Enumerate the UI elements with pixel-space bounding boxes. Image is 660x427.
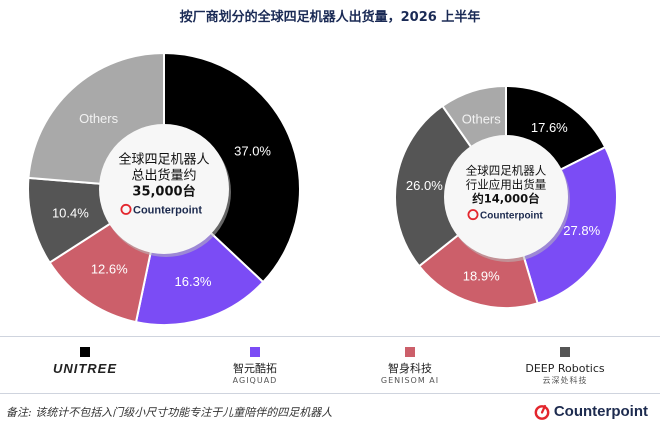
- legend-brand-sub: GENISOM AI: [380, 376, 440, 385]
- center-text-line: 全球四足机器人: [466, 164, 547, 178]
- slice-label: Others: [462, 111, 502, 126]
- legend-brand-name: 智身科技: [388, 362, 432, 375]
- legend-brand: 智元酷拓 AGIQUAD: [190, 363, 320, 387]
- center-logo-text: Counterpoint: [480, 211, 543, 222]
- legend-brand: 智身科技 GENISOM AI: [345, 363, 475, 387]
- legend-item: UNITREE: [20, 347, 150, 375]
- counterpoint-logo-icon: [534, 404, 550, 420]
- slice-label: 26.0%: [406, 178, 443, 193]
- center-disc: [444, 135, 568, 259]
- legend-item: DEEP Robotics 云深处科技: [500, 347, 630, 387]
- counterpoint-logo-text: Counterpoint: [553, 403, 648, 420]
- chart-title: 按厂商划分的全球四足机器人出货量，2026 上半年: [179, 10, 481, 25]
- slice-label: 17.6%: [531, 120, 568, 135]
- legend-brand-sub: 云深处科技: [542, 376, 588, 385]
- legend-item: 智元酷拓 AGIQUAD: [190, 347, 320, 387]
- slice-label: 18.9%: [463, 269, 500, 284]
- center-text-line: 35,000台: [132, 183, 195, 199]
- pie-charts: 37.0%16.3%12.6%10.4%Others全球四足机器人总出货量约35…: [27, 51, 618, 326]
- legend-brand-sub: AGIQUAD: [232, 376, 278, 385]
- slice-label: 37.0%: [234, 144, 271, 159]
- legend-item: 智身科技 GENISOM AI: [345, 347, 475, 387]
- slice-label: Others: [79, 111, 119, 126]
- counterpoint-logo: Counterpoint: [534, 403, 648, 420]
- legend: UNITREE 智元酷拓 AGIQUAD 智身科技 GENISOM AI DEEP Rob…: [0, 336, 660, 394]
- center-text-line: 总出货量约: [131, 167, 196, 183]
- slice-label: 16.3%: [175, 274, 212, 289]
- legend-brand: UNITREE: [20, 361, 150, 376]
- legend-swatch: [80, 347, 90, 357]
- legend-swatch: [250, 347, 260, 357]
- legend-brand-name: UNITREE: [52, 361, 118, 376]
- slice-label: 27.8%: [563, 223, 600, 238]
- slice-label: 10.4%: [52, 205, 89, 220]
- center-disc: [99, 124, 229, 254]
- footnote: 备注: 该统计不包括入门级小尺寸功能专注于儿童陪伴的四足机器人: [6, 406, 333, 419]
- center-text-line: 约14,000台: [472, 192, 539, 206]
- pie-chart-2: 17.6% 27.8% 18.9% 26.0% Others 全球四足机器人行业应用出货量…: [394, 84, 618, 309]
- legend-brand-name: DEEP Robotics: [525, 362, 605, 375]
- legend-swatch: [560, 347, 570, 357]
- center-text-line: 全球四足机器人: [118, 151, 209, 167]
- center-logo-icon: [467, 209, 479, 221]
- center-logo-text: Counterpoint: [133, 204, 202, 216]
- legend-brand: DEEP Robotics 云深处科技: [500, 363, 630, 387]
- center-text-line: 行业应用出货量: [466, 178, 547, 192]
- legend-brand-name: 智元酷拓: [233, 362, 277, 375]
- center-logo: Counterpoint: [120, 203, 202, 216]
- center-logo-icon: [120, 203, 132, 215]
- legend-swatch: [405, 347, 415, 357]
- slice-label: 12.6%: [91, 261, 128, 276]
- pie-chart-1: 37.0% 16.3% 12.6% 10.4% Others 全球四足机器人总出货量约35…: [27, 51, 301, 326]
- pie-slice: [163, 51, 301, 284]
- center-logo: Counterpoint: [467, 209, 543, 222]
